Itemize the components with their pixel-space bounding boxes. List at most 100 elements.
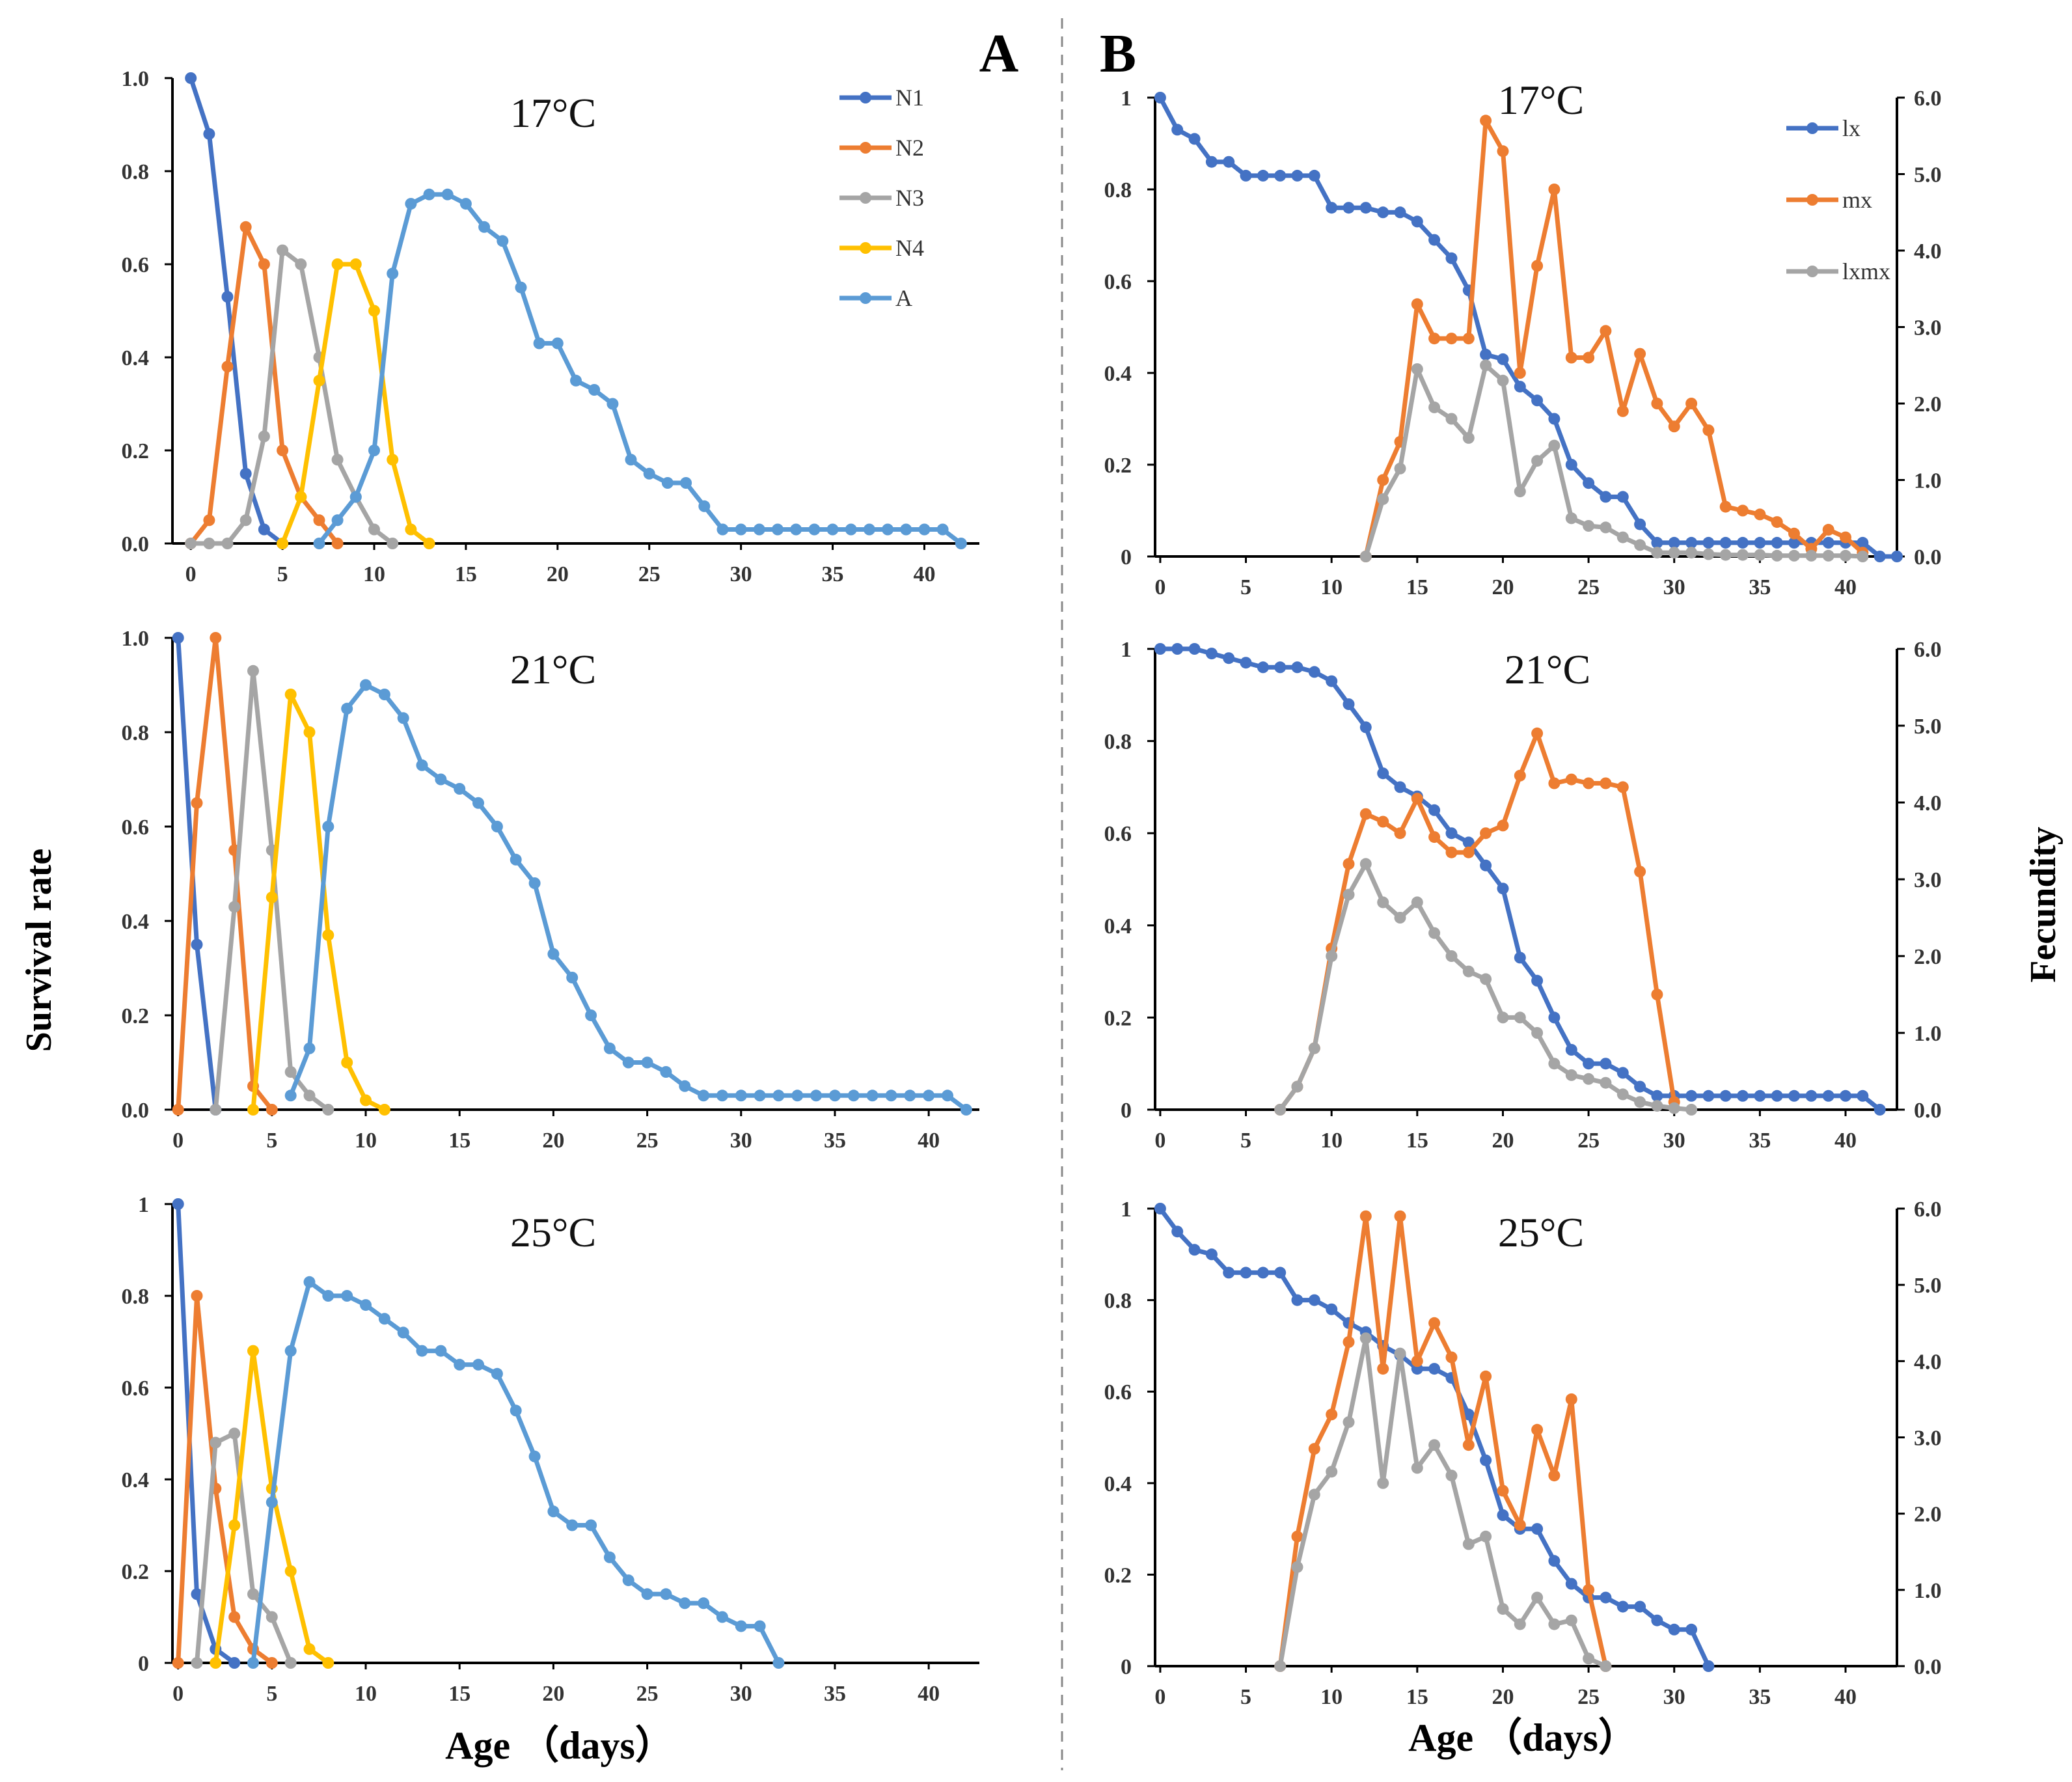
data-point [1343, 888, 1355, 901]
y2-tick-label: 0.0 [1914, 1655, 1942, 1679]
data-point [1616, 405, 1629, 417]
data-point [547, 1505, 560, 1518]
data-point [1240, 1267, 1252, 1279]
data-point [1565, 1393, 1577, 1405]
data-point [1291, 169, 1303, 182]
data-point [1634, 866, 1646, 878]
data-point [1359, 808, 1372, 820]
data-point [1874, 551, 1886, 562]
series-line-n4 [251, 692, 386, 1112]
data-point [1462, 1538, 1475, 1550]
x-tick-label: 30 [730, 1682, 752, 1706]
data-point [397, 1326, 409, 1339]
data-point [1685, 1090, 1698, 1102]
data-point [435, 1345, 447, 1357]
data-point [1754, 508, 1766, 521]
data-point [1171, 643, 1184, 655]
data-point [1531, 1423, 1544, 1436]
y-tick-label: 0 [1121, 1099, 1132, 1123]
data-point [1394, 827, 1406, 840]
data-point [239, 221, 252, 233]
chart-b25: 0 5 10 15 20 25 30 35 40 0 0.2 0.4 0.6 0.8 1 0.0 1.0 2.0 3… [1104, 1198, 1942, 1709]
data-point [1565, 773, 1577, 786]
data-point [1480, 973, 1492, 985]
data-point [1480, 115, 1492, 127]
data-point [1274, 1660, 1287, 1672]
y-tick-label: 0.6 [122, 1377, 150, 1401]
data-point [1651, 398, 1663, 409]
data-point [1394, 1210, 1406, 1222]
data-point [1702, 424, 1715, 437]
data-point [1326, 1408, 1338, 1421]
data-point [1737, 549, 1749, 561]
series-lxmx [1274, 858, 1698, 1116]
y2-tick-label: 0.0 [1914, 545, 1942, 569]
data-point [221, 291, 234, 303]
data-point [716, 1090, 728, 1102]
data-point [349, 258, 362, 270]
data-point [1565, 1614, 1577, 1626]
data-point [1600, 521, 1612, 534]
data-point [1600, 1591, 1612, 1604]
data-point [322, 1657, 334, 1669]
data-point [585, 1519, 597, 1531]
x-tick-label: 20 [1492, 1129, 1514, 1153]
data-point [960, 1104, 972, 1116]
data-point [1754, 549, 1766, 561]
legend-marker [1806, 122, 1818, 134]
data-point [228, 1519, 241, 1531]
x-tick-label: 10 [1320, 575, 1343, 599]
data-point [1702, 548, 1715, 560]
data-point [1480, 1370, 1492, 1382]
data-point [882, 523, 894, 536]
data-point [1874, 1104, 1886, 1116]
data-point [210, 1436, 222, 1449]
x-tick-label: 35 [824, 1682, 846, 1706]
data-point [866, 1090, 879, 1102]
data-point [459, 198, 472, 210]
panel-label-b: B [1100, 23, 1136, 84]
x-tick-label: 15 [1406, 575, 1428, 599]
data-point [1445, 827, 1458, 840]
data-point [1668, 1623, 1680, 1636]
data-point [191, 1290, 203, 1302]
x-tick-label: 15 [1406, 1685, 1428, 1709]
data-point [936, 523, 949, 536]
data-point [754, 1620, 766, 1632]
legend-label-n2: N2 [895, 135, 924, 161]
x-tick-label: 40 [1834, 1685, 1857, 1709]
data-point [1771, 516, 1783, 528]
chart-title: 21°C [510, 646, 596, 692]
data-point [1343, 1336, 1355, 1348]
data-point [303, 1643, 316, 1655]
data-point [1480, 1530, 1492, 1542]
data-point [1394, 462, 1406, 474]
x-tick-label: 40 [918, 1129, 940, 1153]
y2-tick-label: 6.0 [1914, 638, 1942, 662]
data-point [1188, 1244, 1201, 1256]
data-point [660, 1066, 672, 1078]
series-a [247, 1276, 785, 1669]
data-point [284, 1066, 297, 1078]
data-point [1788, 549, 1800, 562]
data-point [1411, 793, 1423, 805]
data-point [1240, 657, 1252, 669]
data-point [1188, 643, 1201, 655]
data-point [863, 523, 875, 536]
legend-label-lx: lx [1842, 115, 1861, 141]
x-tick-label: 35 [1749, 575, 1771, 599]
data-point [1840, 1090, 1851, 1102]
x-tick-label: 40 [913, 562, 935, 586]
legend-label-n3: N3 [895, 185, 924, 211]
data-point [1462, 333, 1475, 345]
data-point [1377, 206, 1389, 219]
data-point [528, 1450, 541, 1462]
data-point [1377, 474, 1389, 486]
y-tick-label: 0.6 [122, 253, 150, 277]
x-tick-label: 35 [1749, 1685, 1771, 1709]
x-tick-label: 5 [1240, 575, 1251, 599]
data-point [1171, 124, 1184, 136]
data-point [1583, 477, 1595, 489]
data-point [1719, 500, 1732, 513]
data-point [1394, 1347, 1406, 1360]
